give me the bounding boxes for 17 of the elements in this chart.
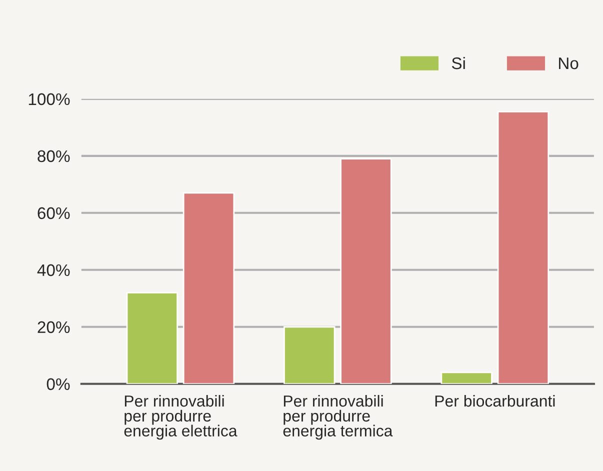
bar xyxy=(340,158,392,384)
bar xyxy=(497,111,550,384)
legend-label: Si xyxy=(452,56,465,70)
bar xyxy=(182,192,235,384)
y-tick-label: 20% xyxy=(38,321,70,334)
bar xyxy=(126,292,178,384)
y-tick-label: 0% xyxy=(46,378,70,390)
x-tick-label: Per rinnovabili per produrre energia termica xyxy=(283,394,393,440)
y-tick-label: 60% xyxy=(38,207,70,220)
bar xyxy=(440,372,492,384)
legend-label: No xyxy=(559,58,578,70)
x-tick-label: Per rinnovabili per produrre energia elettrica xyxy=(124,394,238,440)
y-tick-label: 80% xyxy=(38,150,70,162)
y-tick-label: 100% xyxy=(28,93,70,106)
y-tick-label: 40% xyxy=(37,264,70,276)
bar xyxy=(284,326,336,384)
x-tick-label: Per biocarburanti xyxy=(435,394,555,407)
